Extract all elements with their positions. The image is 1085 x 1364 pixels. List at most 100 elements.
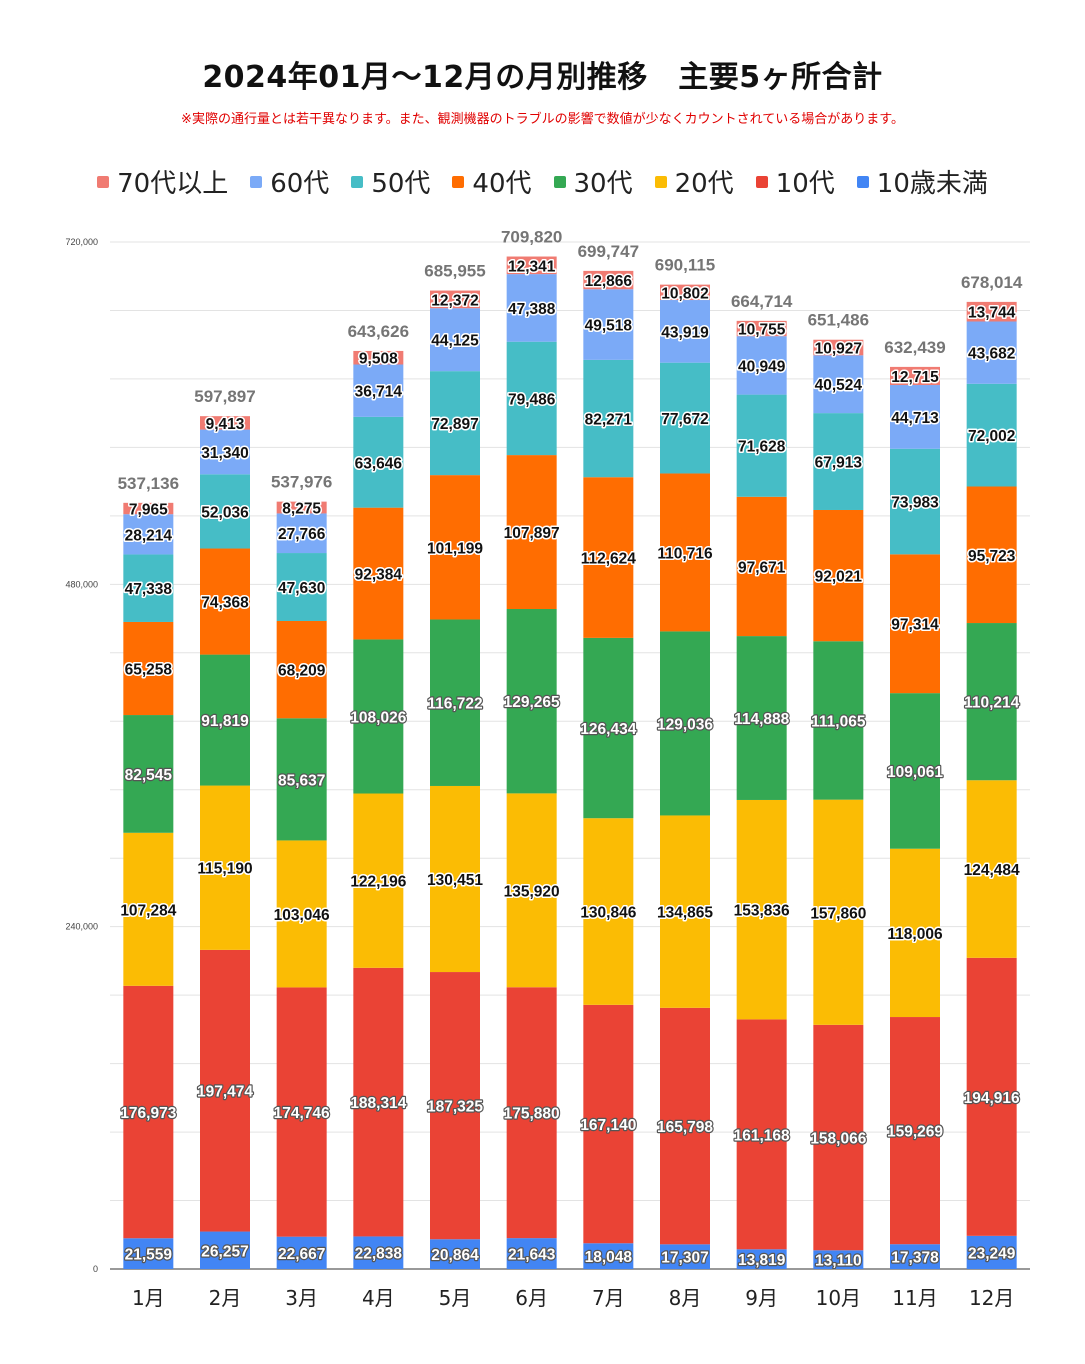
bar-segment [123,1238,174,1269]
bar-segment [660,300,710,363]
legend-label: 10代 [775,169,835,199]
bar-segment [583,270,634,290]
bar-segment [813,413,864,510]
bar-segment [660,1244,710,1269]
bar-segment [660,284,710,301]
bar-segment [736,636,787,800]
total-label: 709,820 [501,228,562,247]
data-label: 174,746 [274,1105,330,1122]
bar-segment [736,394,787,497]
bar-segment [966,301,1017,322]
bar-segment [506,341,557,456]
x-tick-label: 1月 [132,1286,165,1310]
data-label: 111,065 [811,713,866,730]
bar-segment [276,513,327,554]
data-label: 158,066 [810,1131,866,1148]
bar-segment [813,509,864,642]
total-label: 690,115 [655,256,716,275]
data-label: 23,249 [968,1245,1016,1262]
data-label: 92,384 [355,567,403,584]
legend-label: 40代 [472,169,532,199]
data-label: 13,110 [815,1253,862,1270]
bar-segment [506,1238,557,1269]
bar-segment [200,654,250,786]
y-tick-label: 720,000 [65,237,98,247]
bar-segment [890,385,940,449]
data-label: 47,388 [508,301,556,318]
data-label: 17,378 [891,1250,939,1267]
data-label: 135,920 [504,883,560,900]
bar-segment [813,339,864,356]
data-label: 7,965 [129,502,168,519]
bar-segment [966,623,1017,781]
legend-label: 10歳未満 [876,169,988,199]
total-label: 537,136 [118,474,179,493]
data-label: 176,973 [120,1105,176,1122]
x-tick-label: 6月 [515,1286,548,1310]
total-label: 643,626 [348,322,409,341]
legend-item: 70代以上 [97,163,228,200]
data-label: 97,314 [891,617,939,634]
data-label: 22,667 [278,1246,325,1263]
bar-segment [430,371,480,476]
data-label: 12,866 [585,273,633,290]
data-label: 36,714 [355,384,403,401]
bar-segment [430,1239,480,1269]
data-label: 109,061 [887,764,943,781]
chart-subtitle: ※実際の通行量とは若干異なります。また、観測機器のトラブルの影響で数値が少なくカ… [181,112,904,127]
data-label: 17,307 [661,1250,708,1267]
total-label: 597,897 [194,387,255,406]
data-label: 10,755 [738,322,786,339]
data-label: 110,214 [964,695,1020,712]
data-label: 187,325 [427,1099,483,1116]
chart-title: 2024年01月～12月の月別推移 主要5ヶ所合計 [202,60,883,95]
data-label: 159,269 [887,1124,943,1141]
bar-segment [353,639,404,794]
data-label: 71,628 [738,439,786,456]
bar-segment [430,785,480,973]
bar-segment [353,793,404,968]
data-label: 157,860 [810,905,866,922]
bar-segment [890,1017,940,1245]
x-tick-label: 9月 [745,1286,778,1310]
legend-item: 10歳未満 [856,163,988,200]
legend-item: 10代 [755,163,835,200]
data-label: 43,682 [968,346,1015,363]
data-label: 110,716 [657,545,713,562]
bar-segment [966,486,1017,624]
x-tick-label: 10月 [816,1286,861,1310]
bar-segment [353,507,404,640]
legend-item: 40代 [452,163,532,200]
legend-label: 60代 [270,169,330,199]
bar-segment [583,637,634,819]
x-tick-label: 11月 [892,1286,937,1310]
x-tick-label: 8月 [669,1286,702,1310]
data-label: 13,744 [968,305,1016,322]
bar-segment [813,641,864,800]
bar-segment [123,621,174,716]
legend-label: 70代以上 [117,169,229,199]
bar-segment [200,1231,250,1269]
bar-segment [583,1243,634,1269]
data-label: 85,637 [278,772,325,789]
total-label: 699,747 [578,242,639,261]
bar-segment [736,1249,787,1269]
data-label: 103,046 [274,907,330,924]
bar-segment [890,693,940,849]
data-label: 26,257 [201,1243,248,1260]
bar-segment [890,448,940,555]
bar-segment [890,366,940,386]
bar-segment [660,1007,710,1245]
data-label: 12,341 [508,258,556,275]
bar-segment [276,620,327,719]
data-label: 175,880 [504,1106,560,1123]
data-label: 40,524 [815,377,863,394]
data-label: 22,838 [355,1246,403,1263]
data-label: 21,643 [508,1247,556,1264]
data-label: 129,036 [657,716,713,733]
data-label: 79,486 [508,391,556,408]
data-label: 92,021 [815,569,863,586]
data-label: 27,766 [278,526,326,543]
bar-segment [813,1024,864,1251]
bar-segment [890,554,940,694]
